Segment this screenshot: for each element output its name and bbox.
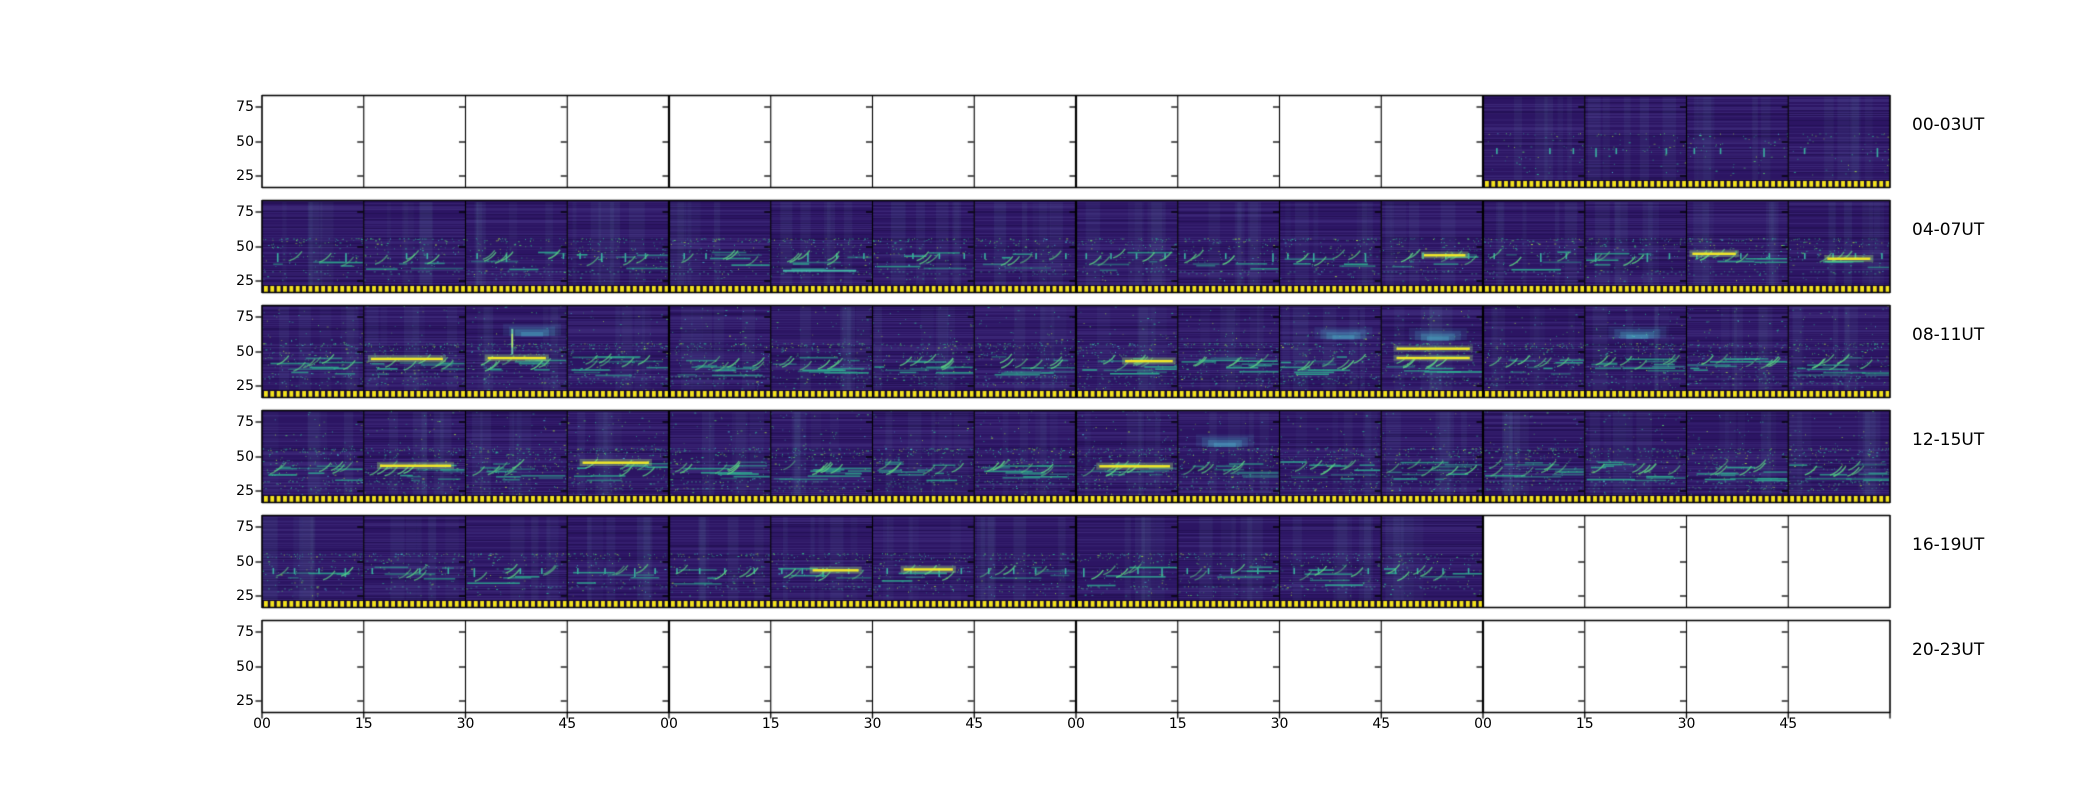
x-tick-label: 45: [1779, 716, 1798, 732]
row-label-16-19ut: 16-19UT: [1912, 535, 1985, 555]
x-tick-label: 30: [1677, 716, 1696, 732]
y-tick-label: 50: [236, 134, 254, 150]
y-tick-label: 25: [236, 483, 254, 499]
row-label-04-07ut: 04-07UT: [1912, 220, 1985, 240]
y-tick-label: 75: [236, 519, 254, 535]
x-tick-label: 15: [354, 716, 373, 732]
x-tick-label: 15: [761, 716, 780, 732]
row-label-00-03ut: 00-03UT: [1912, 115, 1985, 135]
y-tick-label: 75: [236, 624, 254, 640]
y-tick-label: 75: [236, 414, 254, 430]
x-tick-label: 00: [253, 716, 271, 732]
y-tick-label: 75: [236, 99, 254, 115]
y-tick-label: 25: [236, 693, 254, 709]
row-label-08-11ut: 08-11UT: [1912, 325, 1985, 345]
y-tick-label: 50: [236, 239, 254, 255]
y-tick-label: 25: [236, 168, 254, 184]
y-tick-label: 25: [236, 378, 254, 394]
x-tick-label: 30: [1270, 716, 1289, 732]
x-tick-label: 15: [1168, 716, 1187, 732]
y-tick-label: 75: [236, 204, 254, 220]
row-label-12-15ut: 12-15UT: [1912, 430, 1985, 450]
x-tick-label: 15: [1575, 716, 1594, 732]
x-tick-label: 30: [456, 716, 475, 732]
x-tick-label: 45: [558, 716, 577, 732]
x-tick-label: 00: [1474, 716, 1492, 732]
y-tick-label: 75: [236, 309, 254, 325]
x-tick-label: 30: [863, 716, 882, 732]
y-tick-label: 25: [236, 588, 254, 604]
y-tick-label: 50: [236, 659, 254, 675]
x-tick-label: 45: [1372, 716, 1391, 732]
x-tick-label: 00: [1067, 716, 1085, 732]
row-label-20-23ut: 20-23UT: [1912, 640, 1985, 660]
y-tick-label: 50: [236, 344, 254, 360]
y-tick-label: 25: [236, 273, 254, 289]
x-tick-label: 45: [965, 716, 984, 732]
x-tick-label: 00: [660, 716, 678, 732]
y-tick-label: 50: [236, 554, 254, 570]
y-tick-label: 50: [236, 449, 254, 465]
